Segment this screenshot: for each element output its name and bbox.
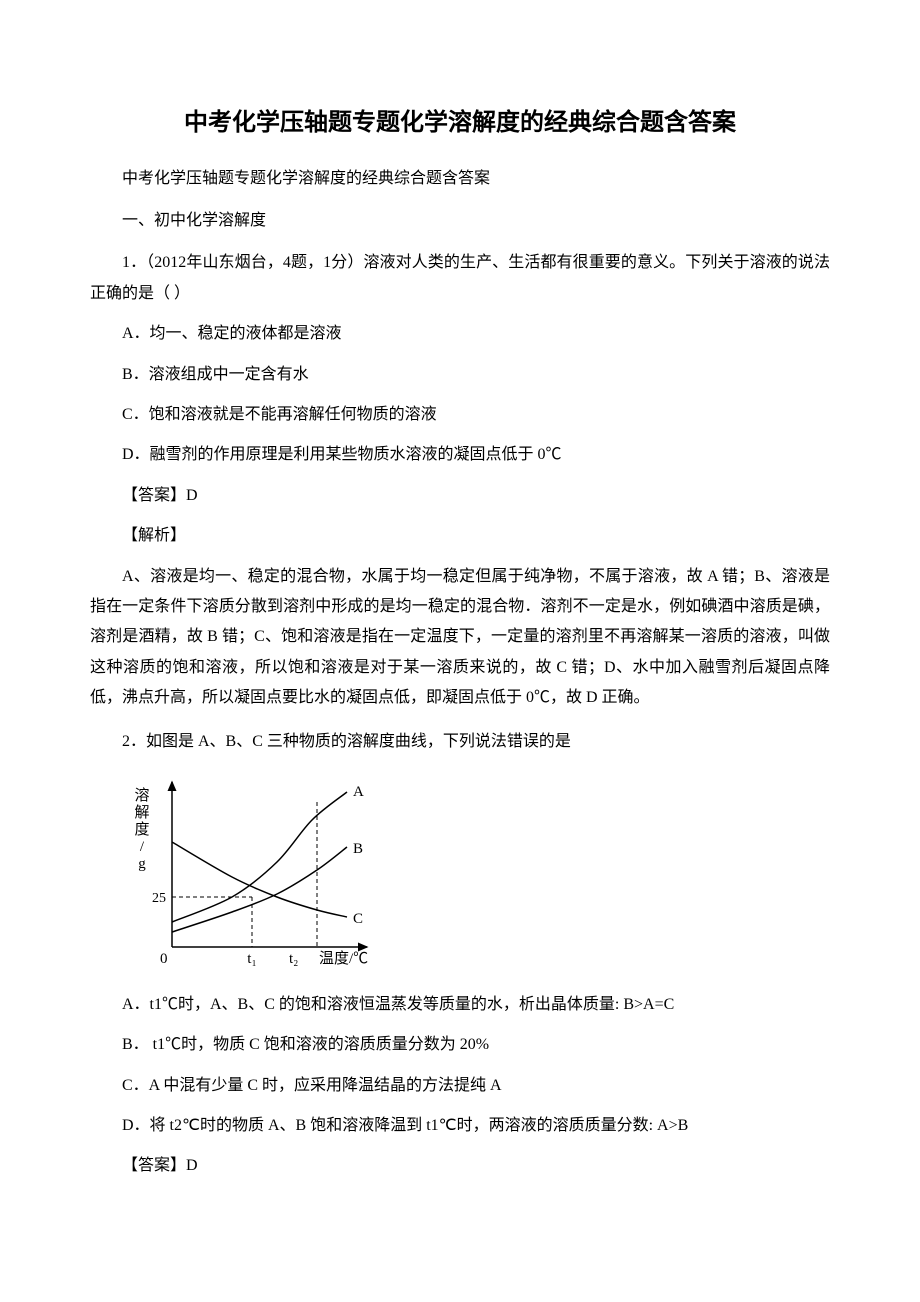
q2-option-a: A．t1℃时，A、B、C 的饱和溶液恒温蒸发等质量的水，析出晶体质量: B>A=… xyxy=(90,990,830,1020)
q2-option-c: C．A 中混有少量 C 时，应采用降温结晶的方法提纯 A xyxy=(90,1071,830,1101)
q2-option-b: B． t1℃时，物质 C 饱和溶液的溶质质量分数为 20% xyxy=(90,1030,830,1060)
subtitle-text: 中考化学压轴题专题化学溶解度的经典综合题含答案 xyxy=(90,164,830,194)
svg-text:度: 度 xyxy=(134,821,149,838)
q1-option-a: A．均一、稳定的液体都是溶液 xyxy=(90,319,830,349)
svg-text:B: B xyxy=(353,841,363,857)
q2-answer: 【答案】D xyxy=(90,1151,830,1181)
svg-text:A: A xyxy=(353,784,364,800)
svg-text:溶: 溶 xyxy=(134,787,149,804)
page-title: 中考化学压轴题专题化学溶解度的经典综合题含答案 xyxy=(90,100,830,146)
svg-text:0: 0 xyxy=(160,951,168,967)
svg-text:C: C xyxy=(353,911,363,927)
solubility-chart-svg: 溶解度/g 25 A B C 0 t₁ t₂ 温度/℃ xyxy=(122,772,382,972)
q1-answer: 【答案】D xyxy=(90,481,830,511)
q1-option-d: D．融雪剂的作用原理是利用某些物质水溶液的凝固点低于 0℃ xyxy=(90,440,830,470)
q1-option-b: B．溶液组成中一定含有水 xyxy=(90,360,830,390)
q1-explain-body: A、溶液是均一、稳定的混合物，水属于均一稳定但属于纯净物，不属于溶液，故 A 错… xyxy=(90,562,830,714)
svg-text:/: / xyxy=(140,839,145,855)
q2-option-d: D．将 t2℃时的物质 A、B 饱和溶液降温到 t1℃时，两溶液的溶质质量分数:… xyxy=(90,1111,830,1141)
section-header: 一、初中化学溶解度 xyxy=(90,206,830,236)
q1-option-c: C．饱和溶液就是不能再溶解任何物质的溶液 xyxy=(90,400,830,430)
svg-text:25: 25 xyxy=(152,891,166,906)
solubility-chart: 溶解度/g 25 A B C 0 t₁ t₂ 温度/℃ xyxy=(122,772,830,972)
svg-text:温度/℃: 温度/℃ xyxy=(319,950,368,967)
q1-stem: 1．（2012年山东烟台，4题，1分）溶液对人类的生产、生活都有很重要的意义。下… xyxy=(90,248,830,309)
svg-text:t₁: t₁ xyxy=(247,951,256,967)
q1-explain-header: 【解析】 xyxy=(90,521,830,551)
svg-text:g: g xyxy=(138,856,146,872)
svg-text:解: 解 xyxy=(134,804,149,821)
q2-stem: 2．如图是 A、B、C 三种物质的溶解度曲线，下列说法错误的是 xyxy=(90,727,830,757)
svg-text:t₂: t₂ xyxy=(289,951,298,967)
